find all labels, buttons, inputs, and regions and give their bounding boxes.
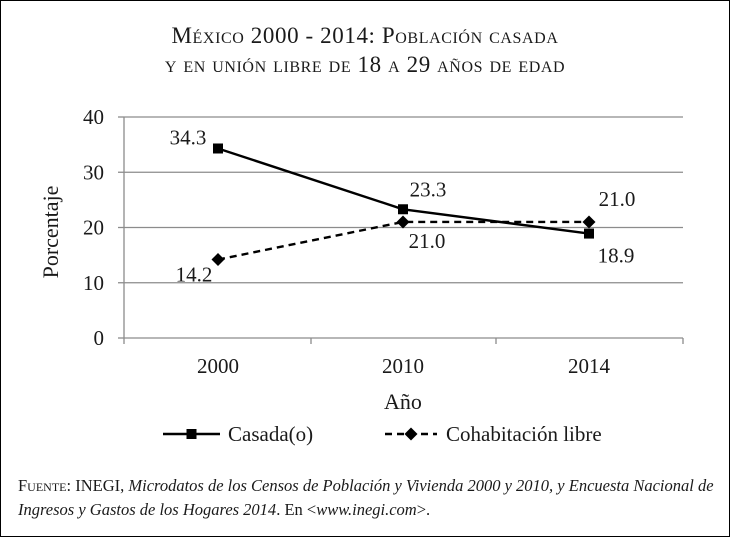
data-label-cohabitacion: 21.0 (409, 229, 446, 253)
square-marker (186, 429, 197, 439)
x-tick-label: 2000 (197, 354, 239, 378)
x-axis-title: Año (384, 389, 422, 414)
chart-title-line-1: México 2000 - 2014: Población casada (172, 23, 559, 48)
square-marker (398, 204, 408, 215)
source-tail: . En < (276, 500, 317, 519)
chart-title-line-2: y en unión libre de 18 a 29 años de edad (165, 52, 565, 77)
data-label-cohabitacion: 14.2 (176, 263, 213, 287)
source-title: Microdatos de los Censos de Población y … (18, 476, 714, 519)
cohabitacion-line (217, 220, 589, 261)
diamond-marker (211, 253, 225, 267)
legend-label: Casada(o) (228, 422, 313, 446)
x-tick-label: 2010 (382, 354, 424, 378)
diamond-marker (582, 215, 596, 229)
y-tick-label: 30 (83, 160, 104, 184)
data-label-cohabitacion: 21.0 (599, 187, 636, 211)
y-tick-label: 0 (94, 326, 105, 350)
source-url: www.inegi.com (316, 500, 417, 519)
y-tick-label: 40 (83, 105, 104, 129)
data-labels: 34.3 23.3 18.9 14.2 21.0 21.0 (170, 125, 636, 286)
y-axis-title: Porcentaje (38, 186, 63, 279)
diamond-marker (404, 427, 418, 441)
source-end: >. (416, 500, 431, 519)
tick-labels: 0 10 20 30 40 2000 2010 2014 (83, 105, 611, 378)
diamond-marker (396, 215, 410, 229)
y-tick-label: 20 (83, 216, 104, 240)
legend: Casada(o) Cohabitación libre (163, 422, 602, 446)
square-marker (584, 228, 594, 239)
data-label-casada: 23.3 (410, 177, 447, 201)
square-marker (213, 143, 223, 154)
x-tick-label: 2014 (568, 354, 611, 378)
data-label-casada: 34.3 (170, 125, 207, 149)
data-label-casada: 18.9 (598, 244, 635, 268)
y-tick-label: 10 (83, 271, 104, 295)
source-lead: Fuente: INEGI, (18, 476, 125, 495)
source-note: Fuente: INEGI, Microdatos de los Censos … (18, 474, 718, 522)
legend-label: Cohabitación libre (446, 422, 602, 446)
series-layer (211, 143, 596, 267)
axes (118, 116, 684, 344)
